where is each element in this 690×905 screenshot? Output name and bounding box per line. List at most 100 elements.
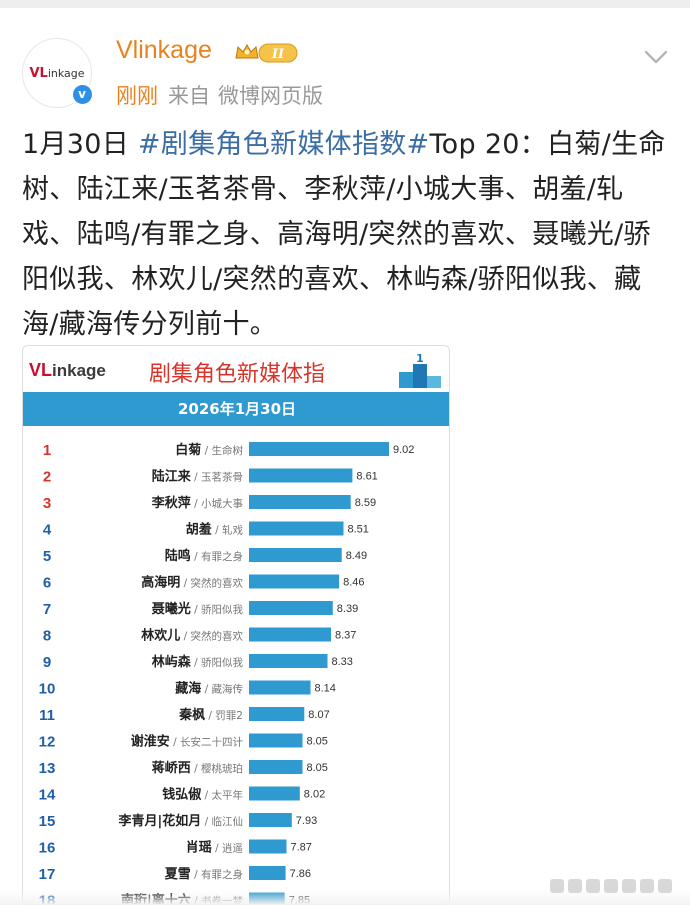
value-label: 8.05 <box>307 762 328 774</box>
drama-name: / 突然的喜欢 <box>180 630 243 643</box>
rank-label: 17 <box>39 866 56 883</box>
bar <box>249 521 344 536</box>
bar <box>249 733 303 748</box>
bar <box>249 786 300 801</box>
bar <box>249 468 353 483</box>
post-source[interactable]: 微博网页版 <box>218 84 323 108</box>
svg-text:1: 1 <box>416 352 424 365</box>
drama-name: / 藏海传 <box>201 683 243 696</box>
row-label: 林欢儿 / 突然的喜欢 <box>141 628 243 644</box>
avatar-logo-rest: inkage <box>47 66 85 80</box>
verified-icon: v <box>72 84 92 104</box>
value-label: 9.02 <box>393 444 414 456</box>
value-label: 7.93 <box>296 815 317 827</box>
vip-level: II <box>271 47 285 62</box>
character-name: 李秋萍 <box>151 495 191 511</box>
character-name: 陆鸣 <box>165 548 191 564</box>
bar <box>249 548 342 562</box>
value-label: 8.51 <box>348 524 369 536</box>
value-label: 7.87 <box>291 842 312 854</box>
drama-name: / 樱桃琥珀 <box>191 762 243 775</box>
character-name: 陆江来 <box>152 469 192 485</box>
row-label: 白菊 / 生命树 <box>175 442 243 458</box>
top-divider <box>0 0 690 8</box>
rank-label: 5 <box>43 548 51 565</box>
bar <box>249 760 303 774</box>
drama-name: / 轧戏 <box>212 524 244 537</box>
username[interactable]: Vlinkage <box>116 36 212 64</box>
vip-crown-icon[interactable]: II <box>232 41 302 65</box>
verified-badge: v <box>70 82 94 106</box>
character-name: 白菊 <box>175 442 201 458</box>
value-label: 8.33 <box>332 656 353 668</box>
character-name: 蒋峤西 <box>152 760 191 776</box>
row-label: 钱弘俶 / 太平年 <box>162 787 243 803</box>
bar <box>249 707 305 721</box>
post-time: 刚刚 <box>116 84 158 108</box>
chart-date: 2026年1月30日 <box>23 392 449 426</box>
drama-name: / 突然的喜欢 <box>180 577 243 590</box>
chart-header: VLinkage 剧集角色新媒体指 1 <box>23 346 449 392</box>
value-label: 8.05 <box>307 736 328 748</box>
drama-name: / 太平年 <box>201 789 243 802</box>
value-label: 8.46 <box>343 577 364 589</box>
character-name: 钱弘俶 <box>162 787 202 803</box>
row-label: 夏雪 / 有罪之身 <box>164 866 243 882</box>
chart-logo: VLinkage <box>29 360 106 381</box>
post-text: 1月30日 #剧集角色新媒体指数#Top 20：白菊/生命树、陆江来/玉茗茶骨、… <box>22 122 672 347</box>
source-prefix: 来自 <box>168 84 210 108</box>
value-label: 8.61 <box>356 471 377 483</box>
character-name: 林欢儿 <box>141 628 180 644</box>
chevron-down-icon[interactable] <box>643 48 669 66</box>
value-label: 8.37 <box>335 630 356 642</box>
rank-label: 4 <box>43 522 52 539</box>
rank-label: 7 <box>43 601 51 618</box>
row-label: 林屿森 / 骄阳似我 <box>152 654 244 670</box>
character-name: 夏雪 <box>164 866 191 882</box>
podium-icon: 1 <box>399 352 441 388</box>
post-text-body: Top 20：白菊/生命树、陆江来/玉茗茶骨、李秋萍/小城大事、胡羞/轧戏、陆鸣… <box>22 129 666 340</box>
bar <box>249 627 331 642</box>
value-label: 8.59 <box>355 497 376 509</box>
rank-label: 12 <box>39 734 56 751</box>
drama-name: / 长安二十四计 <box>170 736 244 749</box>
character-name: 藏海 <box>175 681 201 697</box>
bar <box>249 654 328 668</box>
value-label: 7.86 <box>290 868 311 880</box>
row-label: 聂曦光 / 骄阳似我 <box>151 601 244 617</box>
drama-name: / 临江仙 <box>201 815 243 828</box>
character-name: 林屿森 <box>152 654 192 670</box>
value-label: 8.02 <box>304 789 325 801</box>
row-label: 秦枫 / 罚罪2 <box>178 707 243 723</box>
drama-name: / 玉茗茶骨 <box>191 471 243 484</box>
rank-label: 16 <box>39 840 56 857</box>
bar <box>249 839 287 854</box>
row-label: 李青月|花如月 / 临江仙 <box>118 813 243 829</box>
rank-label: 1 <box>43 442 51 459</box>
avatar[interactable]: VL inkage <box>22 38 92 108</box>
row-label: 肖瑶 / 逍遥 <box>186 840 244 856</box>
topic-link[interactable]: #剧集角色新媒体指数# <box>137 129 430 160</box>
chart-image[interactable]: VLinkage 剧集角色新媒体指 1 2026年1月30日 1 白菊 / 生命树… <box>22 345 450 905</box>
drama-name: / 有罪之身 <box>191 550 243 563</box>
drama-name: / 骄阳似我 <box>191 657 244 669</box>
drama-name: / 罚罪2 <box>205 710 243 722</box>
post-meta: 刚刚 来自 微博网页版 <box>116 80 323 110</box>
bar <box>249 866 286 880</box>
bar <box>249 495 351 509</box>
drama-name: / 逍遥 <box>212 842 244 855</box>
rank-label: 11 <box>39 707 55 724</box>
character-name: 高海明 <box>141 575 180 591</box>
value-label: 8.14 <box>315 683 336 695</box>
bar <box>249 601 333 615</box>
chart-title: 剧集角色新媒体指 <box>149 362 326 387</box>
row-label: 胡羞 / 轧戏 <box>186 522 244 538</box>
value-label: 8.49 <box>346 550 367 562</box>
value-label: 8.07 <box>308 709 329 721</box>
character-name: 李青月|花如月 <box>118 813 202 829</box>
rank-label: 10 <box>39 681 56 698</box>
rank-label: 8 <box>43 628 51 645</box>
rank-label: 6 <box>43 575 51 592</box>
row-label: 李秋萍 / 小城大事 <box>151 495 244 511</box>
bar <box>249 574 340 589</box>
